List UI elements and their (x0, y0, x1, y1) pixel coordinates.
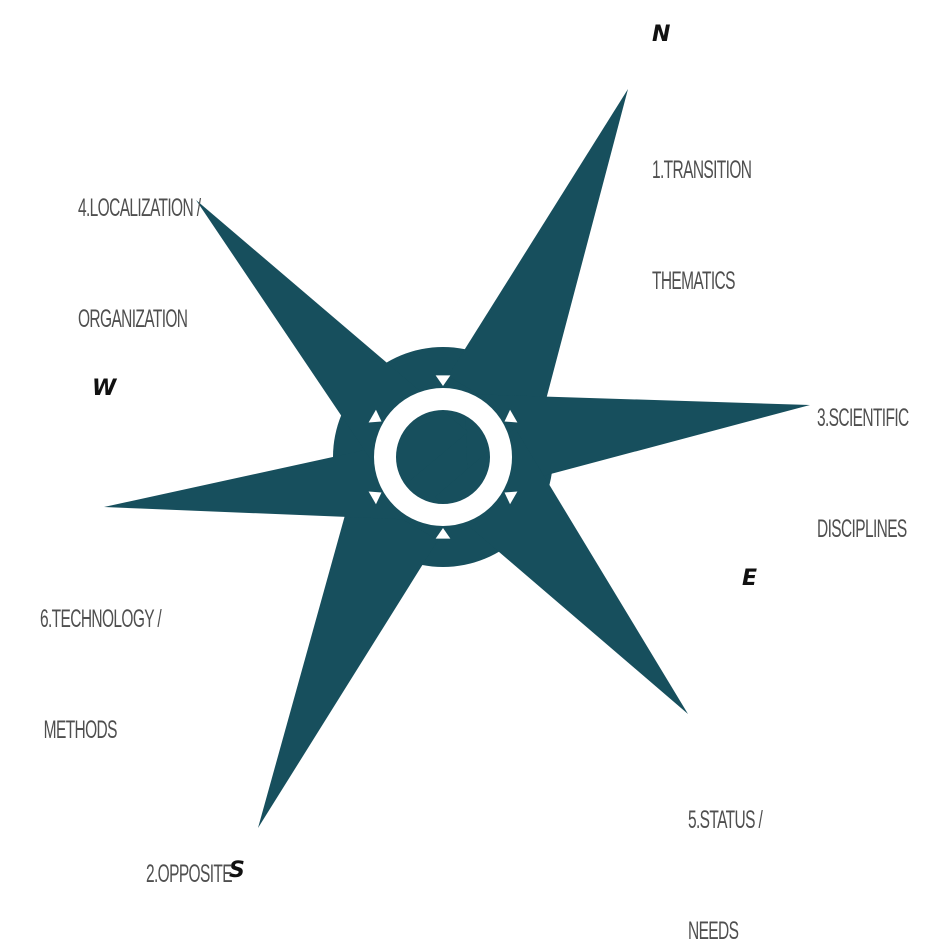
label-localization-organization: 4.LOCALIZATION / ORGANIZATION (78, 116, 201, 412)
cardinal-east: E (742, 566, 758, 591)
label-line: 3.SCIENTIFIC (817, 404, 909, 432)
label-opposite-themes: 2.OPPOSITE THEMES (146, 782, 233, 944)
label-line: 5.STATUS / (688, 806, 763, 834)
ring-notch (435, 528, 451, 539)
point-scientific-disciplines (465, 394, 810, 496)
ring-notch (504, 491, 518, 505)
label-line: 2.OPPOSITE (146, 860, 233, 888)
ring-notch (368, 409, 382, 423)
ring-notches (368, 375, 518, 539)
ring-notch (504, 409, 518, 423)
label-line: DISCIPLINES (817, 515, 907, 543)
label-line: 1.TRANSITION (652, 156, 752, 184)
cardinal-west: W (92, 376, 117, 401)
point-opposite-themes (258, 490, 438, 828)
label-transition-thematics: 1.TRANSITION THEMATICS (652, 78, 752, 374)
point-status-needs (435, 428, 688, 714)
ring-notch (435, 375, 451, 386)
cardinal-north: N (652, 22, 671, 47)
rose-body (104, 89, 810, 828)
label-line: 4.LOCALIZATION / (78, 194, 201, 222)
center-ring (374, 388, 512, 526)
point-transition-thematics (448, 89, 628, 430)
label-line: THEMATICS (652, 267, 735, 295)
cardinal-south: S (229, 858, 245, 883)
label-status-needs: 5.STATUS / NEEDS (688, 728, 763, 944)
label-line: METHODS (40, 716, 118, 744)
label-scientific-disciplines: 3.SCIENTIFIC DISCIPLINES (817, 326, 909, 622)
point-technology-methods (104, 438, 420, 520)
label-line: ORGANIZATION (78, 305, 188, 333)
ring-notch (368, 491, 382, 505)
label-line: 6.TECHNOLOGY / (40, 605, 162, 633)
point-localization-organization (196, 200, 468, 494)
label-line: NEEDS (688, 917, 739, 944)
label-technology-methods: 6.TECHNOLOGY / METHODS (40, 527, 162, 823)
